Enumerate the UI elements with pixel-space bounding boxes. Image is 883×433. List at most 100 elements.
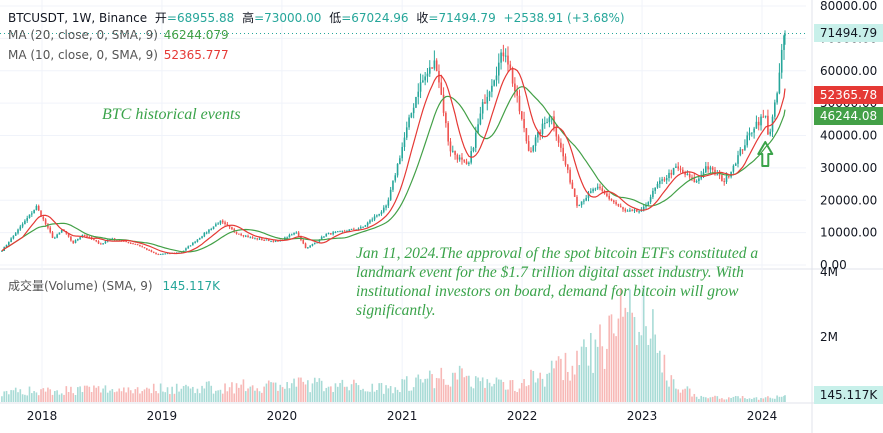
volume-bar <box>486 379 489 402</box>
candle-body <box>49 227 52 233</box>
candle-body <box>254 238 256 240</box>
volume-bar <box>520 382 523 402</box>
volume-bar <box>658 350 661 402</box>
candle-body <box>185 248 187 251</box>
candle-body <box>458 157 461 160</box>
volume-bar <box>159 383 162 402</box>
candle-body <box>143 247 146 249</box>
candle-body <box>481 102 484 114</box>
volume-bar <box>642 286 645 402</box>
volume-bar <box>751 398 753 402</box>
candle-body <box>24 220 26 225</box>
candle-body <box>642 206 645 210</box>
candle-body <box>74 240 77 243</box>
candle-body <box>17 229 19 234</box>
candle-body <box>760 116 762 126</box>
volume-bar <box>19 389 22 402</box>
volume-bar <box>56 390 58 402</box>
candle-body <box>486 96 489 104</box>
volume-bar <box>412 387 415 402</box>
candle-body <box>162 253 164 255</box>
candle-body <box>594 188 597 190</box>
legend-volume-label: 成交量(Volume) (SMA, 9) <box>8 279 153 293</box>
candle-body <box>251 237 254 239</box>
candle-body <box>675 166 677 168</box>
volume-bar <box>70 386 72 402</box>
volume-bar <box>277 390 279 402</box>
volume-bar <box>49 389 52 402</box>
legend-open-value: =68955.88 <box>166 11 235 25</box>
candle-body <box>449 141 452 152</box>
candle-body <box>192 242 194 246</box>
volume-bar <box>376 390 378 402</box>
candle-body <box>562 147 564 157</box>
volume-bar <box>541 378 544 402</box>
candle-body <box>445 112 447 124</box>
volume-tick-label: 4M <box>820 265 838 279</box>
volume-bar <box>143 389 146 402</box>
candle-body <box>244 235 247 237</box>
volume-bar <box>67 391 70 402</box>
candle-body <box>129 243 132 245</box>
candle-body <box>477 124 479 133</box>
volume-bar <box>132 393 134 402</box>
candle-body <box>408 117 410 128</box>
volume-bar <box>334 383 337 402</box>
candle-body <box>205 232 208 234</box>
volume-bar <box>493 383 495 402</box>
volume-bar <box>233 393 236 402</box>
candle-body <box>242 235 245 237</box>
legend-volume-value: 145.117K <box>162 279 220 293</box>
volume-bar <box>585 347 587 402</box>
volume-bar <box>10 390 12 402</box>
candle-body <box>461 157 463 160</box>
candle-body <box>224 222 226 224</box>
candle-body <box>504 55 507 57</box>
volume-bar <box>196 388 199 402</box>
volume-bar <box>748 398 751 402</box>
candle-body <box>541 123 544 135</box>
candle-body <box>479 113 482 125</box>
candle-body <box>247 235 249 238</box>
candle-body <box>518 95 521 112</box>
volume-bar <box>332 391 334 402</box>
volume-bar <box>350 384 353 402</box>
volume-bar <box>265 383 268 402</box>
candle-body <box>309 245 311 248</box>
candle-body <box>226 223 229 226</box>
volume-bar <box>77 387 79 402</box>
volume-tag: 145.117K <box>814 386 883 404</box>
candle-body <box>555 127 558 137</box>
volume-bar <box>106 392 109 402</box>
candle-body <box>150 250 153 252</box>
volume-bar <box>753 397 755 402</box>
volume-bar <box>438 378 440 402</box>
volume-bar <box>148 388 150 402</box>
candle-body <box>152 251 155 253</box>
volume-bar <box>497 379 500 402</box>
candle-body <box>37 205 40 211</box>
candle-body <box>157 254 160 256</box>
price-tick-label: 0.00 <box>820 258 847 272</box>
candle-body <box>217 223 219 225</box>
volume-bar <box>640 335 643 402</box>
candle-body <box>394 175 397 181</box>
candle-body <box>5 244 8 248</box>
volume-bar <box>141 391 144 402</box>
volume-bar <box>734 395 737 402</box>
candle-body <box>95 240 98 242</box>
volume-bar <box>691 396 693 402</box>
volume-bar <box>415 377 417 402</box>
candle-body <box>31 213 33 215</box>
volume-bar <box>208 381 210 402</box>
volume-bar <box>428 370 431 402</box>
candle-body <box>371 219 374 221</box>
volume-bar <box>175 383 178 402</box>
volume-bar <box>746 399 749 402</box>
candle-body <box>431 67 433 69</box>
candle-body <box>111 238 114 240</box>
candle-body <box>304 243 307 249</box>
candle-body <box>626 210 629 212</box>
candle-body <box>769 131 772 135</box>
